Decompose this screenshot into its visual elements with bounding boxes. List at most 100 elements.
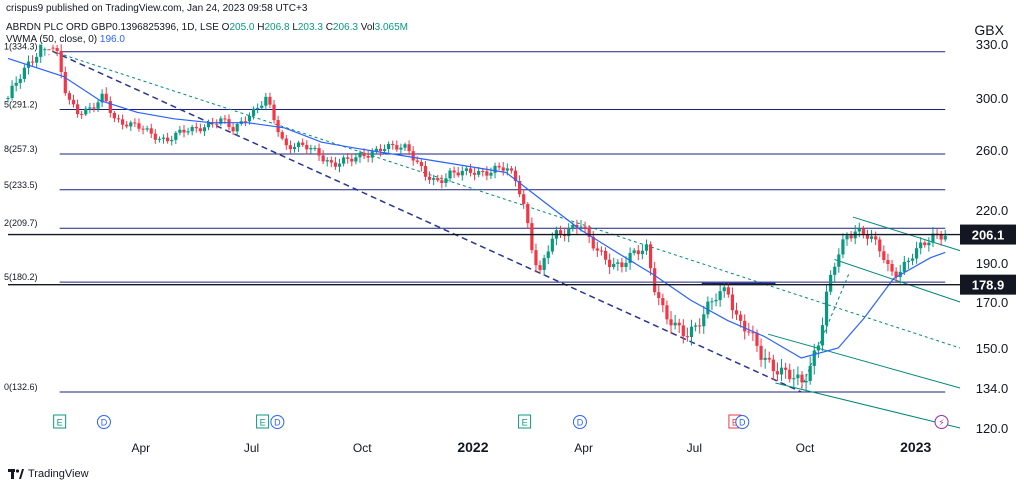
candle-body <box>370 151 374 158</box>
candle-body <box>501 167 505 171</box>
candle-body <box>206 122 211 128</box>
candle-body <box>726 287 730 295</box>
candle-body <box>636 250 640 255</box>
candle-body <box>779 367 784 375</box>
candle-body <box>845 235 849 240</box>
channel-lower-1 <box>767 333 961 389</box>
candle-body <box>116 118 121 120</box>
candle-body <box>333 162 338 167</box>
candle-body <box>902 261 906 272</box>
candle-body <box>657 292 661 299</box>
candle-body <box>251 108 256 116</box>
candle-body <box>387 143 391 150</box>
event-marker-label: ⚡ <box>938 418 944 428</box>
candle-body <box>800 374 804 383</box>
candle-body <box>677 322 681 326</box>
fib-label: 5(233.5) <box>4 180 38 190</box>
candle-body <box>693 325 698 327</box>
y-tick-label: 220.0 <box>976 203 1009 218</box>
candle-body <box>767 357 771 360</box>
candle-body <box>587 227 591 237</box>
candle-body <box>325 160 329 162</box>
candle-body <box>869 236 874 239</box>
candle-body <box>329 160 333 163</box>
candle-body <box>464 168 468 171</box>
indicator-value: 196.0 <box>99 34 125 45</box>
candle-body <box>460 170 464 176</box>
candle-body <box>22 67 26 79</box>
candle-body <box>522 194 526 205</box>
candle-body <box>763 357 767 360</box>
candle-body <box>747 331 751 333</box>
candle-body <box>10 85 14 98</box>
candle-body <box>133 122 137 124</box>
candle-body <box>194 126 198 129</box>
fib-label: 8(257.3) <box>4 144 38 154</box>
candle-body <box>743 320 747 332</box>
candle-body <box>734 310 739 315</box>
x-tick-label: Apr <box>131 441 150 455</box>
candle-body <box>149 128 153 134</box>
key-level-label: 206.1 <box>972 228 1005 243</box>
candle-body <box>391 143 395 146</box>
fib-label: 1(334.3) <box>4 42 38 52</box>
candle-body <box>198 128 202 132</box>
x-axis: Apr Jul Oct 2022 Apr Jul Oct 2023 <box>131 439 931 455</box>
candle-body <box>468 168 473 173</box>
candle-body <box>579 226 583 228</box>
publisher-line: crispus9 published on TradingView.com, J… <box>6 3 308 14</box>
candle-body <box>178 129 182 133</box>
candle-body <box>120 119 125 125</box>
x-tick-label: Oct <box>796 441 815 455</box>
candle-body <box>108 101 112 113</box>
candle-body <box>841 239 845 255</box>
candle-body <box>861 228 865 235</box>
candle-body <box>874 236 878 240</box>
candle-body <box>894 271 898 277</box>
candle-body <box>571 224 575 229</box>
candle-body <box>436 178 440 181</box>
candle-body <box>640 250 644 255</box>
candles <box>6 44 947 392</box>
candle-body <box>309 148 313 150</box>
candle-body <box>648 244 653 269</box>
vwma-series <box>7 57 946 359</box>
y-tick-label: 330.0 <box>976 37 1009 52</box>
candle-body <box>550 238 554 252</box>
candle-body <box>878 239 882 252</box>
candle-body <box>665 305 669 320</box>
candle-body <box>219 118 223 124</box>
candle-body <box>280 132 284 139</box>
currency-label: GBX <box>974 22 1004 38</box>
candle-body <box>382 149 387 152</box>
footer-brand[interactable]: TradingView <box>8 468 89 480</box>
candle-body <box>362 152 366 156</box>
candle-body <box>837 254 841 267</box>
candle-body <box>784 367 788 370</box>
candle-body <box>272 104 276 121</box>
candle-body <box>505 168 509 171</box>
candle-body <box>886 260 890 265</box>
high-value: 206.8 <box>264 22 290 33</box>
candle-body <box>80 114 84 116</box>
earnings-marker <box>518 414 532 429</box>
candle-body <box>47 49 51 51</box>
candle-body <box>407 144 411 152</box>
candle-body <box>804 381 808 383</box>
candle-body <box>669 319 673 326</box>
candle-body <box>661 298 665 306</box>
candle-body <box>452 170 456 173</box>
candle-body <box>129 122 133 127</box>
event-marker-label: D <box>274 418 281 428</box>
candle-body <box>292 146 297 150</box>
candle-body <box>923 242 927 246</box>
channel-mid <box>834 258 961 303</box>
candle-body <box>710 301 714 303</box>
x-tick-label: 2022 <box>457 439 488 455</box>
y-tick-label: 150.0 <box>976 341 1009 356</box>
trend-lines <box>51 50 961 429</box>
candle-body <box>857 228 861 232</box>
candle-body <box>865 234 870 239</box>
candle-body <box>882 251 886 261</box>
